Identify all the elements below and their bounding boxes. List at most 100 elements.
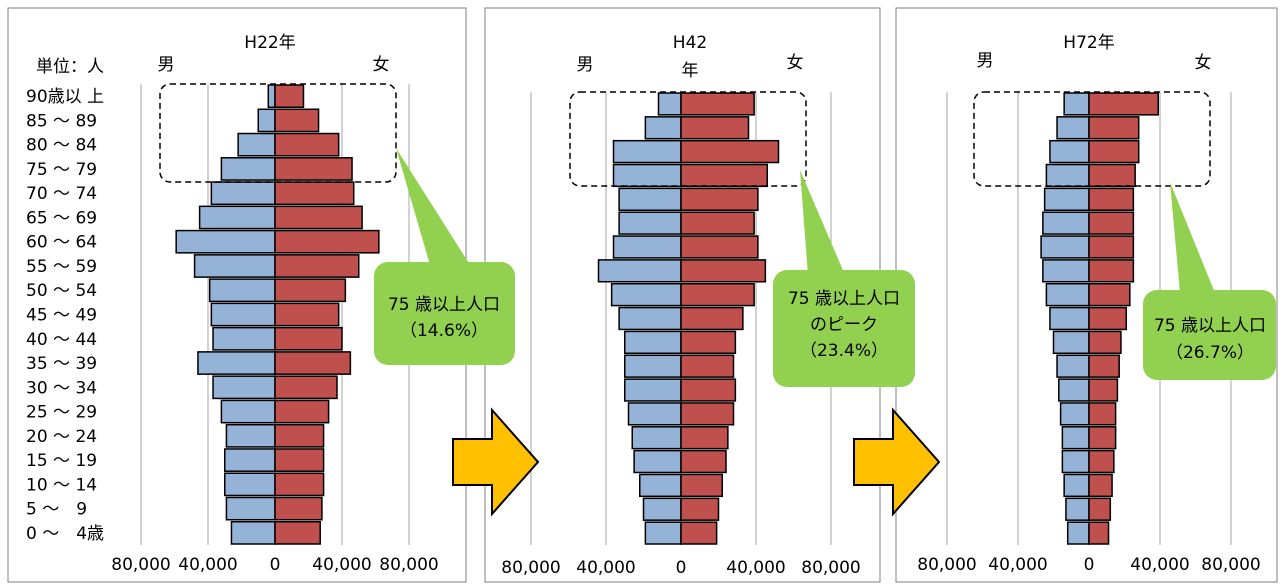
pyramid-h42: 80,000 40,000 0 40,000 80,000 (501, 92, 861, 578)
callout-text-h72-line1: 75 歳以上人口 (1154, 316, 1266, 336)
bar-female (274, 399, 330, 424)
bar-female (1088, 330, 1122, 355)
bar-male (618, 187, 682, 211)
bar-female (680, 330, 737, 355)
bar-female (680, 378, 737, 402)
bar-female (1088, 211, 1135, 235)
bar-female (680, 187, 759, 211)
bar-male (612, 139, 682, 164)
bar-female (274, 472, 325, 497)
callout-h42: 75 歳以上人口 のピーク （23.4%） (773, 170, 915, 387)
bar-female (274, 496, 323, 521)
bar-female (1088, 449, 1115, 474)
bar-female (274, 326, 343, 351)
bar-female (1088, 378, 1119, 402)
title-h42-line1: H42 (673, 33, 707, 53)
arrow-right-icon (853, 407, 941, 517)
bar-female (1088, 473, 1113, 498)
bar-male (224, 472, 276, 497)
bar-female (274, 278, 347, 303)
tick-label: 40,000 (988, 555, 1047, 575)
bar-female (1088, 497, 1112, 521)
callout-h22: 75 歳以上人口 （14.6%） (374, 148, 515, 365)
tick-label: 80,000 (501, 558, 560, 578)
bar-female (680, 235, 759, 259)
callout-box-h22 (374, 262, 515, 365)
bar-male (612, 235, 682, 259)
bar-male (618, 306, 682, 331)
bar-male (267, 84, 276, 109)
arrow-right-icon (452, 407, 540, 517)
unit-label: 単位：人 (36, 57, 104, 77)
bar-female (680, 473, 723, 498)
bar-male (612, 163, 682, 188)
age-label: 45 ～ 49 (26, 306, 97, 326)
bar-female (274, 157, 353, 181)
bar-male (212, 326, 276, 351)
bar-male (624, 354, 682, 378)
male-label-h42: 男 (577, 55, 594, 75)
age-label: 15 ～ 19 (26, 451, 97, 471)
bar-male (627, 402, 682, 426)
age-label: 40 ～ 44 (26, 330, 97, 350)
bar-male (210, 302, 276, 327)
bar-male (639, 473, 682, 498)
callout-pointer-h72 (1170, 182, 1215, 293)
age-label: 25 ～ 29 (26, 403, 97, 423)
bar-female (680, 402, 735, 426)
callout-text-h42-line2: のピーク (810, 315, 878, 335)
chart-title-h72: H72年 (1063, 33, 1114, 53)
age-label: 65 ～ 69 (26, 208, 97, 228)
callout-pointer-h42 (800, 170, 845, 275)
tick-label: 80,000 (801, 558, 860, 578)
bar-female (680, 139, 780, 164)
bar-female (680, 521, 718, 545)
pyramid-h72: 80,000 40,000 0 40,000 80,000 (917, 92, 1261, 575)
callout-h72: 75 歳以上人口 （26.7%） (1143, 182, 1276, 380)
bar-female (1088, 163, 1136, 188)
bar-male (198, 205, 276, 230)
age-label: 0 ～ 4歳 (26, 524, 104, 544)
bar-female (274, 254, 360, 278)
age-label: 75 ～ 79 (26, 160, 97, 180)
female-label-h22: 女 (373, 55, 390, 75)
bar-male (610, 282, 682, 307)
bar-female (1088, 116, 1140, 140)
chart-title-h42: H42 年 (673, 33, 707, 81)
bar-male (197, 351, 276, 375)
age-label: 35 ～ 39 (26, 354, 97, 374)
bar-female (274, 302, 340, 327)
tick-label: 40,000 (312, 555, 371, 575)
callout-text-h22-line2: （14.6%） (400, 321, 488, 341)
callout-text-h42-line3: （23.4%） (800, 341, 888, 361)
bar-male (1056, 116, 1090, 140)
bar-male (1042, 259, 1090, 283)
tick-label: 80,000 (917, 555, 976, 575)
bar-female (680, 426, 729, 450)
female-label-h72: 女 (1195, 53, 1212, 73)
bar-male (644, 521, 682, 545)
bar-male (224, 448, 276, 472)
bar-male (631, 426, 682, 450)
bar-male (657, 92, 682, 116)
highlight-box-h22 (159, 83, 397, 183)
tick-label: 40,000 (726, 558, 785, 578)
bar-female (680, 211, 755, 235)
bar-female (680, 354, 735, 378)
male-label-h22: 男 (158, 55, 175, 75)
bar-female (680, 92, 755, 116)
callout-pointer-h22 (396, 148, 470, 265)
bar-male (633, 449, 682, 474)
bar-male (257, 108, 276, 133)
age-label: 10 ～ 14 (26, 475, 97, 495)
bar-female (274, 351, 352, 375)
bar-male (220, 399, 276, 424)
tick-label: 80,000 (379, 555, 438, 575)
tick-label: 40,000 (576, 558, 635, 578)
bar-male (624, 330, 682, 355)
bar-female (1088, 521, 1110, 545)
bar-male (193, 254, 276, 278)
bar-male (1049, 306, 1090, 331)
bar-female (274, 520, 321, 545)
